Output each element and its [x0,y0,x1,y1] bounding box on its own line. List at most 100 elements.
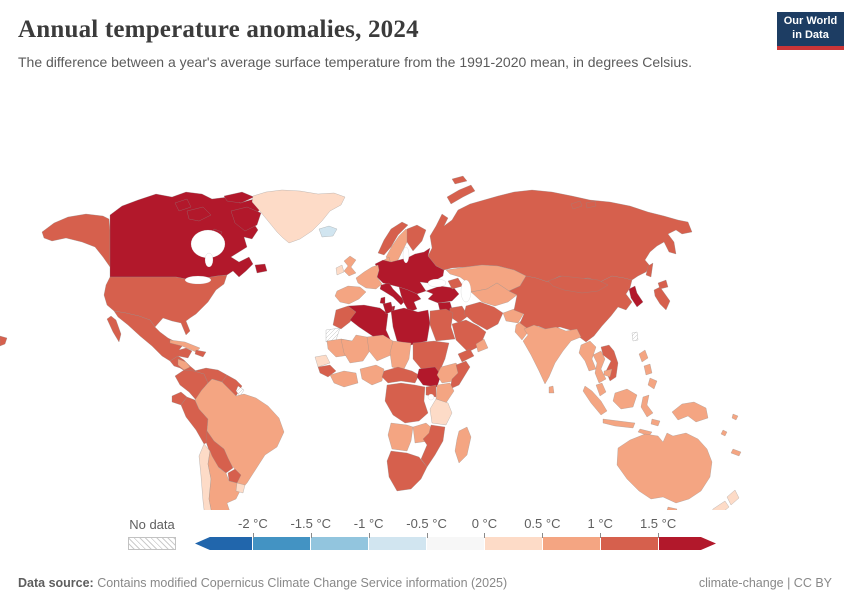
country-usa-alaska[interactable] [41,213,118,270]
country-mexico-baja[interactable] [106,315,122,343]
country-argentina[interactable] [207,450,242,510]
country-west-africa-coast[interactable] [329,370,359,388]
legend-bin[interactable] [252,537,310,550]
country-uganda[interactable] [425,384,437,398]
country-canada-baffin[interactable] [230,206,262,232]
country-philippines-mindanao[interactable] [647,377,658,390]
country-bolivia[interactable] [205,430,234,474]
country-algeria[interactable] [347,304,392,342]
country-uk[interactable] [343,255,357,277]
country-iceland[interactable] [318,225,338,238]
country-aleutian-fragment[interactable] [0,335,8,347]
legend-bin[interactable] [195,537,252,550]
country-new-zealand-north[interactable] [726,489,740,506]
country-afghanistan[interactable] [502,308,525,324]
legend-bin[interactable] [658,537,716,550]
country-south-sudan[interactable] [416,366,442,388]
country-libya[interactable] [390,307,431,346]
country-honduras-nicaragua[interactable] [177,358,191,371]
country-sudan[interactable] [412,340,450,374]
country-india[interactable] [522,324,582,385]
country-russia-novaya-zemlya[interactable] [446,184,476,205]
country-hispaniola[interactable] [194,349,207,358]
legend-bin[interactable] [542,537,600,550]
no-data-swatch[interactable] [128,537,176,550]
legend-bin[interactable] [310,537,368,550]
legend-bin[interactable] [426,537,484,550]
country-brazil[interactable] [194,378,285,493]
country-japan[interactable] [653,286,671,311]
owid-logo[interactable]: Our World in Data [777,12,844,50]
country-vietnam-laos[interactable] [600,344,619,382]
country-usa[interactable] [103,274,228,336]
country-madagascar[interactable] [454,426,472,464]
country-russia-wrangel[interactable] [585,200,597,209]
country-japan-hokkaido[interactable] [657,279,669,290]
country-guinea[interactable] [317,364,337,378]
country-taiwan[interactable] [631,331,639,342]
country-philippines-visayas[interactable] [643,363,653,376]
country-indonesia-borneo[interactable] [612,388,638,410]
country-vanuatu[interactable] [720,429,728,437]
country-finland[interactable] [406,224,427,252]
country-turkey[interactable] [425,285,460,304]
country-indonesia-java[interactable] [602,418,636,429]
country-tanzania[interactable] [429,398,453,426]
country-sri-lanka[interactable] [548,385,555,394]
country-thailand[interactable] [592,350,607,384]
country-canada-banks[interactable] [174,198,192,212]
country-iran[interactable] [463,301,504,331]
country-canada-victoria[interactable] [186,206,212,222]
country-mongolia[interactable] [547,275,609,294]
country-fiji[interactable] [731,413,739,421]
country-indonesia-maluku[interactable] [650,418,661,427]
footer: Data source: Contains modified Copernicu… [0,576,850,590]
country-cambodia[interactable] [603,368,613,378]
country-canada-newfoundland[interactable] [254,263,268,274]
country-niger[interactable] [366,334,394,362]
country-mexico[interactable] [113,310,193,362]
country-china[interactable] [508,275,633,343]
country-italy[interactable] [379,282,406,306]
country-oman[interactable] [475,338,489,353]
legend-bin[interactable] [600,537,658,550]
country-chad[interactable] [389,340,412,372]
country-angola[interactable] [387,422,414,452]
country-ireland[interactable] [335,264,345,276]
country-russia-new-siberian[interactable] [570,200,583,210]
country-france[interactable] [355,264,383,290]
country-balkans[interactable] [398,286,422,313]
country-russia-sakhalin[interactable] [645,262,654,278]
country-russia-svalbard[interactable] [451,175,468,185]
country-greenland[interactable] [251,189,346,244]
country-new-caledonia[interactable] [730,448,742,457]
country-korea[interactable] [628,285,644,308]
country-new-guinea[interactable] [671,401,709,423]
country-senegal[interactable] [314,354,331,368]
country-egypt[interactable] [429,308,456,342]
country-australia-tasmania[interactable] [666,506,678,510]
country-philippines-luzon[interactable] [638,349,649,363]
legend-tick-label: -0.5 °C [406,516,447,531]
country-canada-ellesmere[interactable] [223,191,255,204]
country-australia[interactable] [616,432,713,504]
country-uruguay[interactable] [235,482,246,494]
country-nigeria[interactable] [359,364,385,386]
country-norway[interactable] [377,221,409,256]
country-drc[interactable] [384,382,429,424]
country-paraguay[interactable] [227,468,242,484]
country-indonesia-sumatra[interactable] [582,385,608,416]
country-yemen[interactable] [457,348,475,363]
country-somalia[interactable] [449,360,471,390]
country-cameroon-car[interactable] [381,366,420,384]
country-italy-sardinia[interactable] [379,296,386,305]
country-new-zealand-south[interactable] [711,500,730,510]
legend-bin[interactable] [368,537,426,550]
country-southern-africa[interactable] [386,450,428,492]
legend-bin[interactable] [484,537,542,550]
country-malaysia[interactable] [595,382,607,397]
country-iberia[interactable] [334,285,367,305]
country-indonesia-sulawesi[interactable] [640,394,654,418]
data-source-text: Contains modified Copernicus Climate Cha… [93,576,508,590]
country-mali[interactable] [340,334,372,364]
